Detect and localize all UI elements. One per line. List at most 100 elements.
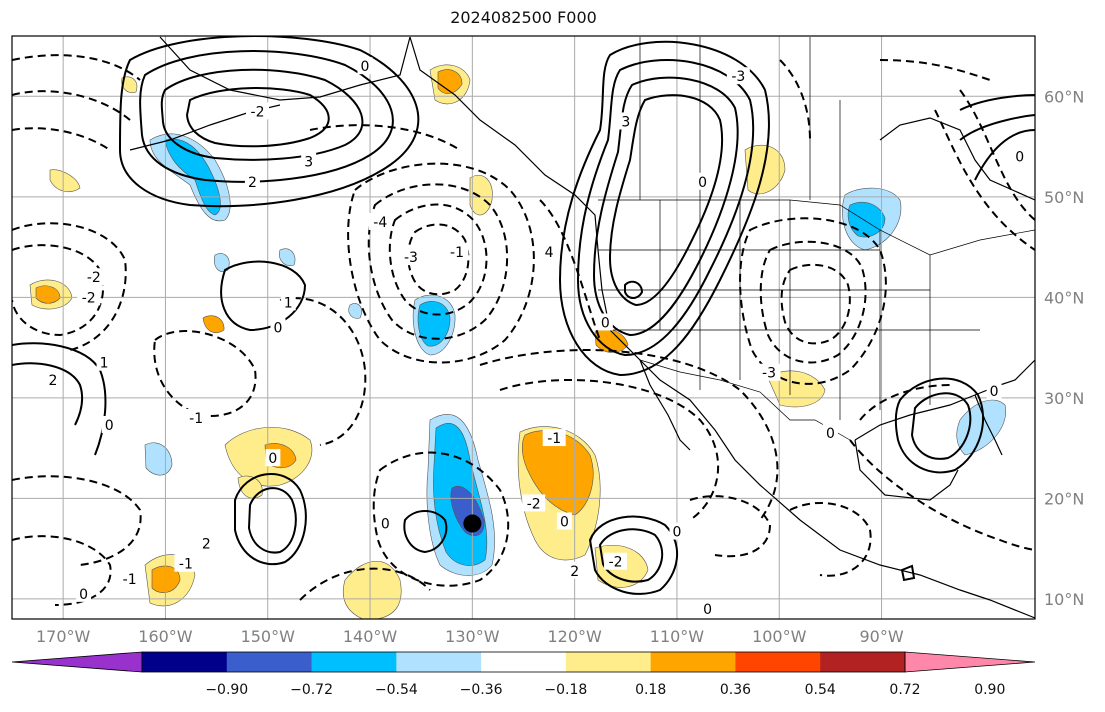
contour-solid-west-inner xyxy=(12,362,84,426)
contour-label-bg-5 xyxy=(301,152,317,170)
contour-label-5: 3 xyxy=(304,155,313,171)
contour-solid-mid-pacific xyxy=(220,260,307,332)
contour-label-30: 0 xyxy=(268,451,277,467)
contour-label-bg-32 xyxy=(174,554,198,572)
contour-dashed-east-1 xyxy=(739,217,887,385)
contour-label-bg-21 xyxy=(822,424,838,442)
contour-label-3: 2 xyxy=(48,373,57,389)
negative-anomaly-west xyxy=(144,442,173,476)
contour-label-bg-28 xyxy=(700,599,716,617)
contour-label-bg-15 xyxy=(541,243,557,261)
contour-label-bg-9 xyxy=(184,408,208,426)
contour-label-28: 0 xyxy=(703,602,712,618)
contour-solid-ep-low xyxy=(588,515,679,595)
contour-dashed-southwest-2 xyxy=(12,535,112,606)
colorbar-extend-min xyxy=(11,651,143,673)
contour-dashed-north-3 xyxy=(12,127,111,151)
contour-dashed-central-2 xyxy=(279,297,367,446)
colorbar-tick-label-7: 0.54 xyxy=(805,682,836,698)
contour-solid-small-loop xyxy=(624,280,644,299)
colorbar-swatch-1 xyxy=(226,652,313,672)
positive-anomaly-far-west-core xyxy=(35,285,61,304)
lon-label-2: 150°W xyxy=(241,627,296,646)
contour-dashed-low-4 xyxy=(407,223,470,296)
lon-label-4: 130°W xyxy=(445,627,500,646)
contour-label-29: 0 xyxy=(381,517,390,533)
contour-label-26: -2 xyxy=(609,555,623,571)
lat-label-1: 50°N xyxy=(1044,188,1084,207)
yucatan xyxy=(854,439,959,501)
colorbar-swatch-7 xyxy=(735,652,821,672)
contour-label-bg-25 xyxy=(669,522,685,540)
contour-label-33: -1 xyxy=(123,572,137,588)
contour-label-bg-14 xyxy=(445,243,469,261)
positive-anomaly-hawaii-n xyxy=(469,174,493,216)
coastlines xyxy=(129,36,1035,619)
colorbar-swatch-2 xyxy=(311,652,397,672)
positive-anomaly-small-2 xyxy=(49,169,81,193)
contour-solid-ridge-outer xyxy=(558,40,770,377)
contour-solid-west xyxy=(12,342,107,456)
contour-label-18: 0 xyxy=(698,175,707,191)
contour-solid-alaska-inner xyxy=(160,68,364,161)
contour-label-23: -2 xyxy=(527,496,541,512)
contour-label-7: 1 xyxy=(284,295,293,311)
contour-dashed-se-1 xyxy=(849,439,1035,551)
contour-label-11: -3 xyxy=(404,250,418,266)
contour-dashed-low-2 xyxy=(367,183,508,340)
contour-dashed-east-2 xyxy=(759,240,867,364)
contour-solid-ridge-core xyxy=(608,94,724,307)
baja-california xyxy=(639,359,691,451)
contour-label-bg-36 xyxy=(1012,147,1028,165)
contour-label-4: 0 xyxy=(105,418,114,434)
contour-label-bg-1 xyxy=(77,288,101,306)
contour-label-bg-17 xyxy=(726,67,750,85)
contour-solid-east-high xyxy=(959,94,1035,181)
colorbar-swatch-8 xyxy=(820,652,906,672)
colorbar-swatch-3 xyxy=(396,652,482,672)
contour-label-bg-23 xyxy=(522,494,546,512)
colorbar-tick-label-3: −0.36 xyxy=(460,682,503,698)
lat-label-0: 60°N xyxy=(1044,87,1084,106)
map-frame xyxy=(11,35,1036,620)
contour-label-19: 0 xyxy=(601,315,610,331)
contour-label-1: -2 xyxy=(82,290,96,306)
negative-anomaly-small-3 xyxy=(348,303,362,319)
lat-label-5: 10°N xyxy=(1044,590,1084,609)
contour-label-32: -1 xyxy=(179,557,193,573)
lon-label-0: 170°W xyxy=(36,627,91,646)
contour-dashed-southwest-1 xyxy=(12,475,142,566)
lon-label-8: 90°W xyxy=(859,627,903,646)
colorbar-swatch-6 xyxy=(650,652,736,672)
contour-dashed-ne-1 xyxy=(959,89,1035,221)
contour-label-bg-18 xyxy=(695,172,711,190)
contour-solid-small-mexico xyxy=(900,564,916,582)
florida xyxy=(974,394,1003,456)
contour-label-bg-0 xyxy=(82,268,106,286)
contour-label-12: -2 xyxy=(251,104,265,120)
contour-dashed-plains xyxy=(779,59,811,141)
contour-dashed-north-1 xyxy=(12,54,141,81)
contour-label-16: 3 xyxy=(621,114,630,130)
colorbar-tick-label-1: −0.72 xyxy=(290,682,333,698)
contour-label-24: 0 xyxy=(560,514,569,530)
contour-label-bg-33 xyxy=(118,569,142,587)
colorbar-swatch-0 xyxy=(142,652,228,672)
contour-label-bg-11 xyxy=(399,248,423,266)
contour-label-21: 0 xyxy=(826,426,835,442)
contour-label-bg-35 xyxy=(986,381,1002,399)
negative-anomaly-small-2 xyxy=(279,248,296,266)
us-mexico-border xyxy=(639,359,851,441)
contour-label-bg-7 xyxy=(280,293,296,311)
contour-label-bg-12 xyxy=(246,102,270,120)
contour-label-bg-27 xyxy=(567,561,583,579)
positive-anomaly-southwest-core xyxy=(151,565,181,593)
contour-dashed-south-pacific xyxy=(299,567,431,601)
contour-label-25: 0 xyxy=(672,525,681,541)
contour-label-35: 0 xyxy=(990,384,999,400)
contour-dashed-low-3 xyxy=(388,203,488,316)
contour-solid-alaska-outer xyxy=(118,36,420,208)
contour-label-8: 0 xyxy=(274,321,283,337)
